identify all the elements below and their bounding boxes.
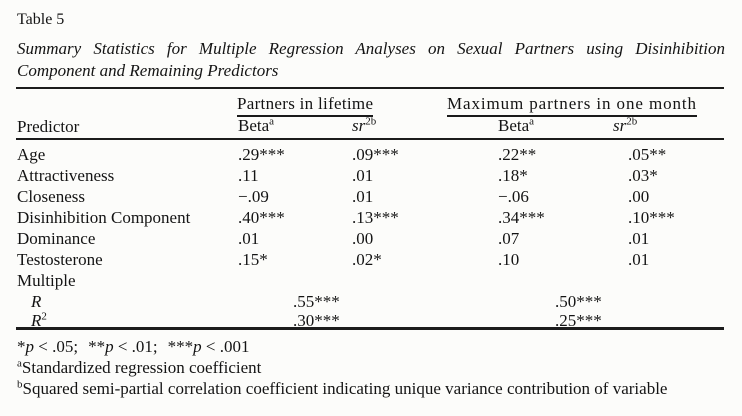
value-cell: .00 xyxy=(352,229,374,248)
table-row-multiple: Multiple xyxy=(17,270,725,291)
r-squared-label: R2 xyxy=(31,310,47,330)
column-group-header-lifetime: Partners in lifetime xyxy=(237,93,374,117)
value-cell: .55*** xyxy=(293,292,340,311)
value-cell: .15* xyxy=(238,250,268,269)
r-label: R xyxy=(31,292,42,311)
footnote-b-text: Squared semi-partial correlation coeffic… xyxy=(22,379,668,398)
value-cell: .05** xyxy=(628,145,667,164)
predictor-cell: Testosterone xyxy=(17,250,103,269)
footnote-b: bSquared semi-partial correlation coeffi… xyxy=(17,378,667,399)
predictor-cell: Dominance xyxy=(17,229,96,248)
value-cell: .01 xyxy=(628,229,650,248)
column-group-header-month: Maximum partners in one month xyxy=(447,93,697,117)
value-cell: .29*** xyxy=(238,145,285,164)
value-cell: .50*** xyxy=(555,292,602,311)
beta-label: Beta xyxy=(238,116,270,135)
sr-superscript: 2b xyxy=(626,115,638,128)
value-cell: .11 xyxy=(238,166,259,185)
header-rule xyxy=(16,138,724,140)
value-cell: −.09 xyxy=(238,187,269,206)
table-row-disinhibition: Disinhibition Component .40*** .13*** .3… xyxy=(17,207,725,228)
value-cell: .30*** xyxy=(293,311,340,330)
value-cell: .00 xyxy=(628,187,650,206)
value-cell: .40*** xyxy=(238,208,285,227)
column-header-beta-lifetime: Betaa xyxy=(238,115,274,136)
value-cell: .09*** xyxy=(352,145,399,164)
value-cell: .13*** xyxy=(352,208,399,227)
column-header-sr-month: sr2b xyxy=(613,115,637,136)
value-cell: .10*** xyxy=(628,208,675,227)
table-row-testosterone: Testosterone .15* .02* .10 .01 xyxy=(17,249,725,270)
predictor-cell: Attractiveness xyxy=(17,166,115,185)
bottom-rule xyxy=(16,327,724,330)
value-cell: .07 xyxy=(498,229,520,248)
column-header-beta-month: Betaa xyxy=(498,115,534,136)
predictor-cell: Age xyxy=(17,145,46,164)
column-header-sr-lifetime: sr2b xyxy=(352,115,376,136)
value-cell: .01 xyxy=(628,250,650,269)
footnote-a-marker: a xyxy=(17,357,22,370)
value-cell: .22** xyxy=(498,145,537,164)
sig-level-01: **p < .01; xyxy=(88,337,158,356)
table-row-dominance: Dominance .01 .00 .07 .01 xyxy=(17,228,725,249)
value-cell: −.06 xyxy=(498,187,529,206)
significance-note: *p < .05; **p < .01; ***p < .001 xyxy=(17,336,259,357)
predictor-cell: Closeness xyxy=(17,187,85,206)
beta-superscript: a xyxy=(529,115,535,128)
table-title: Summary Statistics for Multiple Regressi… xyxy=(17,39,725,80)
table-row-r: R .55*** .50*** xyxy=(17,291,725,312)
table-row-closeness: Closeness −.09 .01 −.06 .00 xyxy=(17,186,725,207)
value-cell: .10 xyxy=(498,250,520,269)
sig-level-05: *p < .05; xyxy=(17,337,79,356)
table-row-r-squared: R2 .30*** .25*** xyxy=(17,310,725,331)
beta-label: Beta xyxy=(498,116,530,135)
value-cell: .01 xyxy=(238,229,260,248)
value-cell: .18* xyxy=(498,166,528,185)
table-number-label: Table 5 xyxy=(17,11,65,28)
sr-label: sr xyxy=(613,116,627,135)
multiple-label: Multiple xyxy=(17,271,76,290)
table-row-attractiveness: Attractiveness .11 .01 .18* .03* xyxy=(17,165,725,186)
sr-superscript: 2b xyxy=(365,115,377,128)
value-cell: .01 xyxy=(352,187,374,206)
top-rule xyxy=(16,87,724,89)
value-cell: .03* xyxy=(628,166,658,185)
predictor-cell: Disinhibition Component xyxy=(17,208,191,227)
beta-superscript: a xyxy=(269,115,275,128)
value-cell: .34*** xyxy=(498,208,545,227)
value-cell: .02* xyxy=(352,250,382,269)
footnote-a-text: Standardized regression coefficient xyxy=(21,358,262,377)
footnote-b-marker: b xyxy=(17,378,23,391)
table-row-age: Age .29*** .09*** .22** .05** xyxy=(17,144,725,165)
footnote-a: aStandardized regression coefficient xyxy=(17,357,261,378)
sr-label: sr xyxy=(352,116,366,135)
column-header-predictor: Predictor xyxy=(17,117,80,136)
value-cell: .01 xyxy=(352,166,374,185)
sig-level-001: ***p < .001 xyxy=(167,337,250,356)
value-cell: .25*** xyxy=(555,311,602,330)
